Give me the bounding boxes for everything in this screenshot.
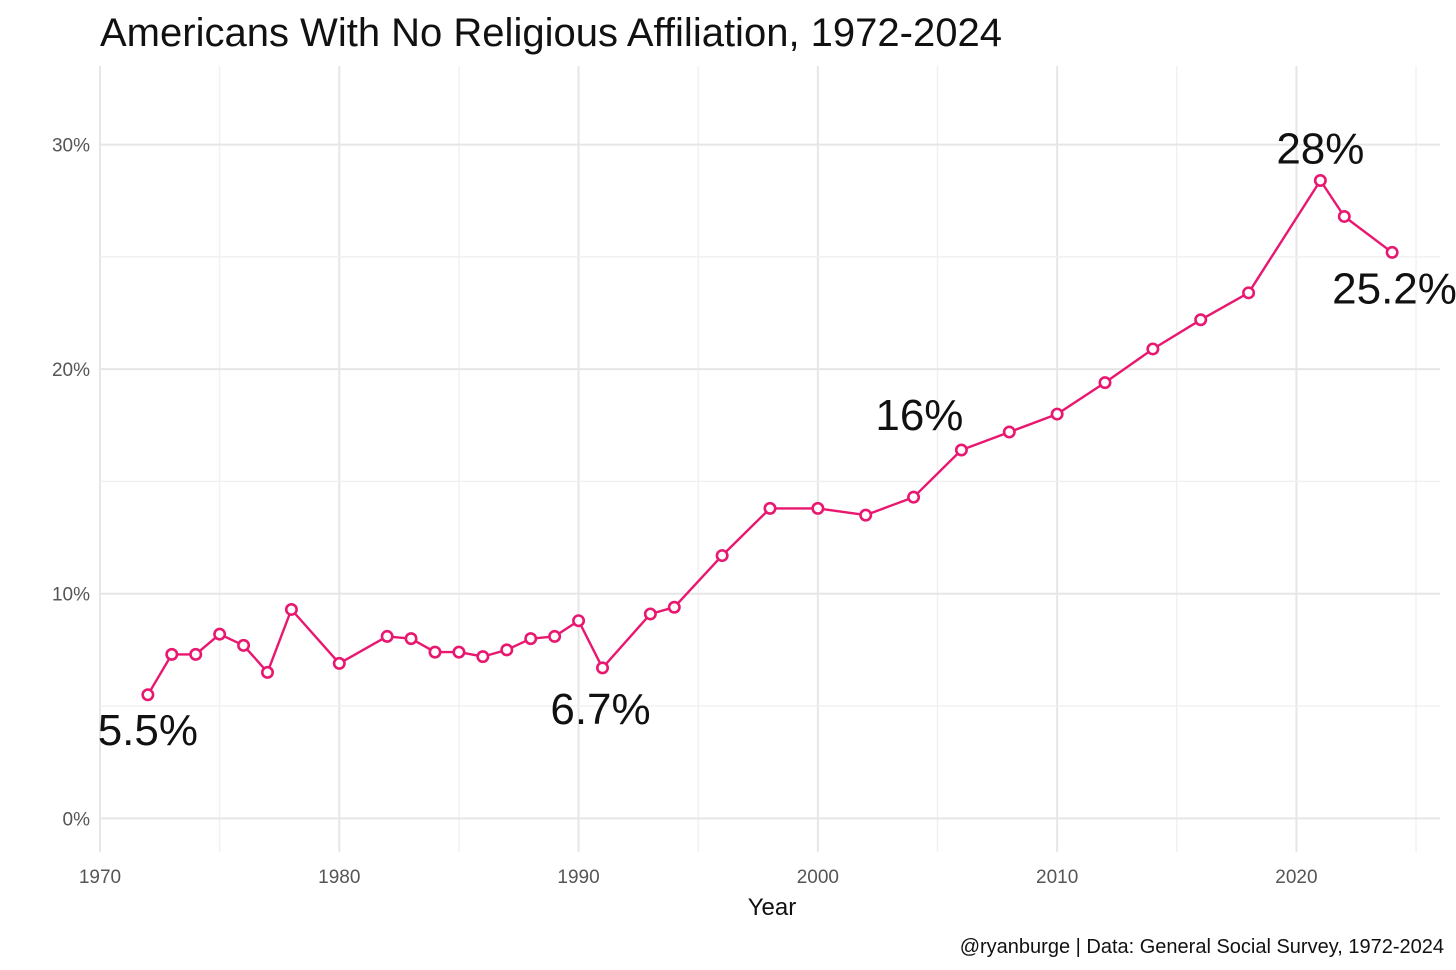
data-point bbox=[595, 661, 609, 675]
data-points bbox=[141, 174, 1399, 702]
data-point bbox=[452, 645, 466, 659]
x-tick-label: 1970 bbox=[79, 867, 121, 888]
data-point bbox=[1242, 286, 1256, 300]
x-tick-label: 2000 bbox=[797, 867, 839, 888]
data-label: 16% bbox=[875, 391, 963, 440]
data-label: 6.7% bbox=[550, 685, 650, 734]
series-line bbox=[146, 179, 1393, 696]
data-point bbox=[165, 647, 179, 661]
data-point bbox=[1098, 376, 1112, 390]
data-point bbox=[1146, 342, 1160, 356]
data-point bbox=[189, 647, 203, 661]
x-axis-title: Year bbox=[748, 894, 797, 921]
data-label: 5.5% bbox=[98, 706, 198, 755]
data-point bbox=[524, 632, 538, 646]
x-tick-label: 1990 bbox=[557, 867, 599, 888]
data-point bbox=[380, 629, 394, 643]
x-tick-label: 2010 bbox=[1036, 867, 1078, 888]
y-axis-ticks: 0% 10% 20% 30% bbox=[52, 136, 90, 831]
data-point bbox=[1194, 313, 1208, 327]
chart-title: Americans With No Religious Affiliation,… bbox=[100, 11, 1002, 55]
x-tick-label: 2020 bbox=[1275, 867, 1317, 888]
grid bbox=[99, 66, 1440, 852]
x-tick-label: 1980 bbox=[318, 867, 360, 888]
data-point bbox=[332, 656, 346, 670]
y-tick-label: 20% bbox=[52, 360, 90, 381]
data-point bbox=[237, 638, 251, 652]
data-label: 25.2% bbox=[1332, 264, 1456, 313]
data-point bbox=[428, 645, 442, 659]
data-annotations: 5.5% 6.7% 16% 28% 25.2% bbox=[98, 125, 1456, 755]
data-point bbox=[907, 490, 921, 504]
data-point bbox=[141, 688, 155, 702]
data-point bbox=[476, 650, 490, 664]
y-tick-label: 30% bbox=[52, 136, 90, 157]
data-point bbox=[1385, 245, 1399, 259]
data-point bbox=[1313, 174, 1327, 188]
data-point bbox=[1050, 407, 1064, 421]
data-point bbox=[213, 627, 227, 641]
data-point bbox=[260, 665, 274, 679]
data-point bbox=[859, 508, 873, 522]
data-point bbox=[643, 607, 657, 621]
data-point bbox=[1002, 425, 1016, 439]
data-point bbox=[548, 629, 562, 643]
data-point bbox=[572, 614, 586, 628]
data-point bbox=[667, 600, 681, 614]
data-point bbox=[715, 549, 729, 563]
y-tick-label: 0% bbox=[63, 809, 91, 830]
chart-caption: @ryanburge | Data: General Social Survey… bbox=[960, 936, 1444, 958]
data-point bbox=[404, 632, 418, 646]
data-label: 28% bbox=[1276, 125, 1364, 174]
data-point bbox=[1337, 209, 1351, 223]
data-point bbox=[500, 643, 514, 657]
y-tick-label: 10% bbox=[52, 585, 90, 606]
data-point bbox=[763, 501, 777, 515]
x-axis-ticks: 1970 1980 1990 2000 2010 2020 bbox=[79, 867, 1318, 888]
data-point bbox=[811, 501, 825, 515]
data-point bbox=[954, 443, 968, 457]
data-point bbox=[284, 602, 298, 616]
